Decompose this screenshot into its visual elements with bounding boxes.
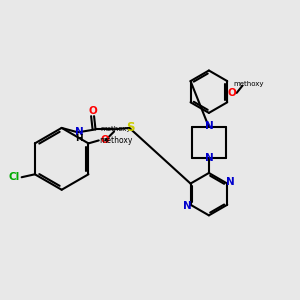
Text: N: N [75,127,84,137]
Text: Cl: Cl [9,172,20,182]
Text: O: O [88,106,97,116]
Text: methoxy: methoxy [100,136,133,145]
Text: H: H [76,134,83,143]
Text: N: N [226,177,235,187]
Text: N: N [205,122,213,131]
Text: S: S [126,121,134,134]
Text: O: O [101,135,110,146]
Text: methoxy: methoxy [233,81,264,87]
Text: O: O [228,88,236,98]
Text: N: N [183,201,191,211]
Text: methoxy: methoxy [100,126,131,132]
Text: N: N [205,153,213,163]
